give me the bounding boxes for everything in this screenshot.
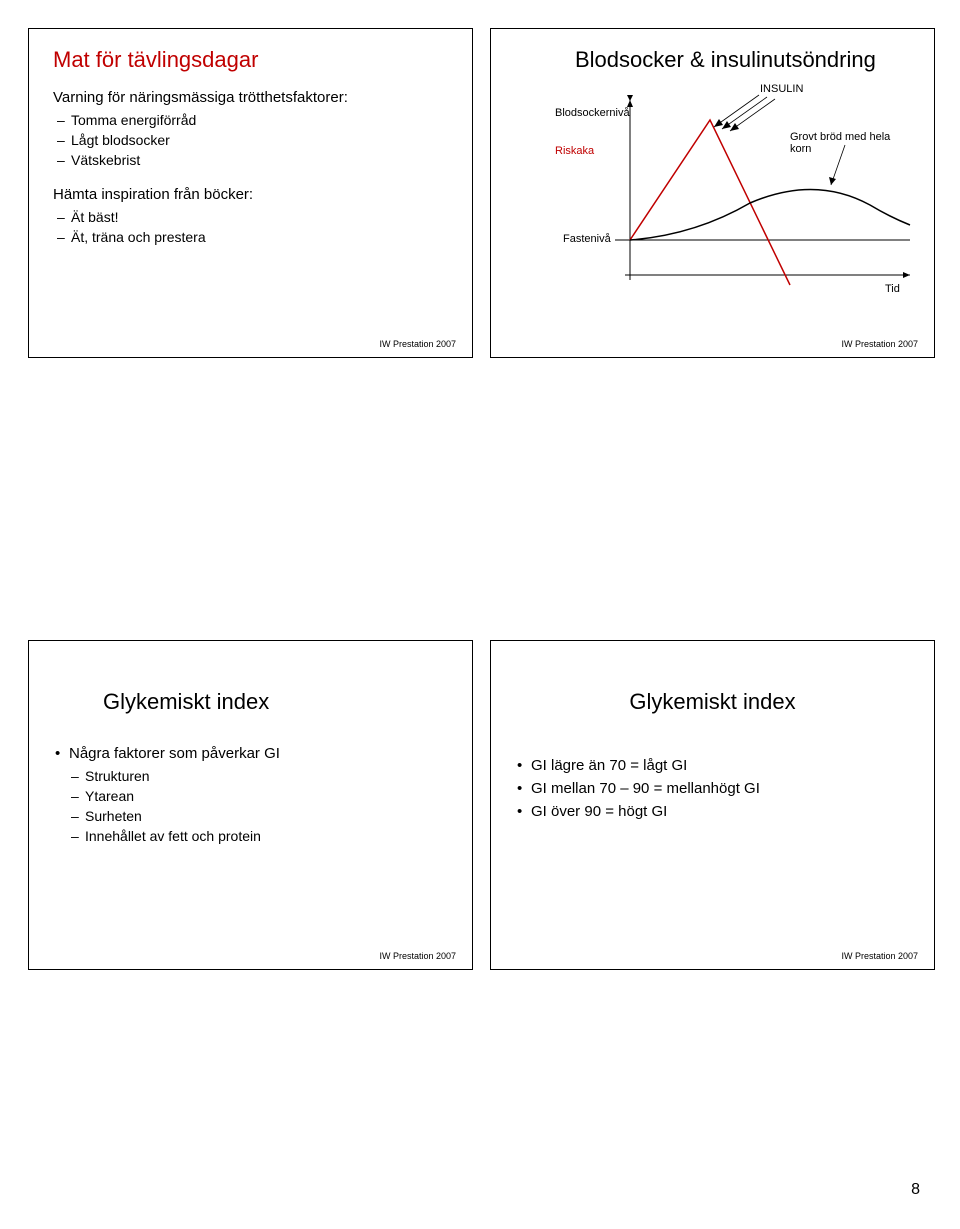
slide-footer: IW Prestation 2007 — [379, 951, 456, 961]
slide-mat-for-tavlingsdagar: Mat för tävlingsdagar Varning för näring… — [28, 28, 473, 358]
page-number: 8 — [911, 1181, 920, 1199]
gi-factor: Surheten — [67, 808, 448, 824]
slide-title: Mat för tävlingsdagar — [53, 47, 448, 73]
slide-title: Blodsocker & insulinutsöndring — [575, 47, 910, 73]
slide-footer: IW Prestation 2007 — [841, 951, 918, 961]
gi-threshold: GI mellan 70 – 90 = mellanhögt GI — [515, 780, 910, 797]
chart-svg — [515, 85, 925, 310]
warn-item: Lågt blodsocker — [53, 132, 448, 148]
book-item: Ät, träna och prestera — [53, 229, 448, 245]
warning-intro: Varning för näringsmässiga trötthetsfakt… — [53, 89, 448, 106]
slide-glykemiskt-index-faktorer: Glykemiskt index Några faktorer som påve… — [28, 640, 473, 970]
slide-blodsocker-insulin: Blodsocker & insulinutsöndring Blodsocke… — [490, 28, 935, 358]
books-intro: Hämta inspiration från böcker: — [53, 186, 448, 203]
gi-factor: Strukturen — [67, 768, 448, 784]
slide-title: Glykemiskt index — [103, 689, 448, 715]
warn-item: Tomma energiförråd — [53, 112, 448, 128]
gi-factor: Innehållet av fett och protein — [67, 828, 448, 844]
slide-glykemiskt-index-thresholds: Glykemiskt index GI lägre än 70 = lågt G… — [490, 640, 935, 970]
warn-item: Vätskebrist — [53, 152, 448, 168]
gi-threshold: GI lägre än 70 = lågt GI — [515, 757, 910, 774]
slide-title: Glykemiskt index — [515, 689, 910, 715]
book-item: Ät bäst! — [53, 209, 448, 225]
blood-sugar-chart: Blodsockernivå Riskaka INSULIN Grovt brö… — [515, 85, 910, 315]
gi-threshold: GI över 90 = högt GI — [515, 803, 910, 820]
slide-footer: IW Prestation 2007 — [379, 339, 456, 349]
gi-factor: Ytarean — [67, 788, 448, 804]
lead-bullet: Några faktorer som påverkar GI — [53, 745, 448, 762]
slide-footer: IW Prestation 2007 — [841, 339, 918, 349]
